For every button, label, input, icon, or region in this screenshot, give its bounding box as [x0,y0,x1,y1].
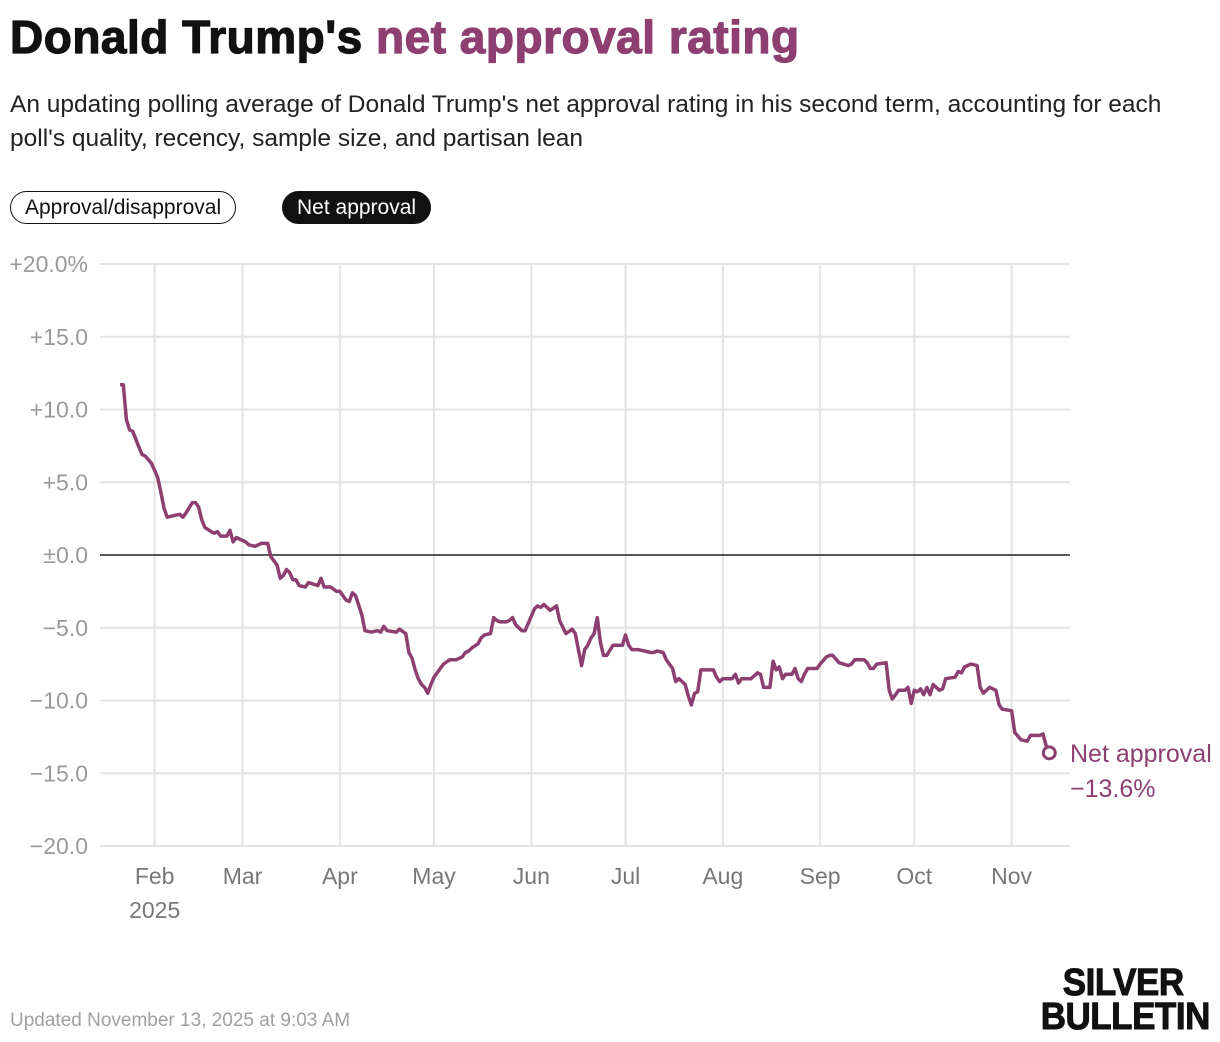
logo-line-2: BULLETIN [1040,996,1211,1038]
y-tick-label: −20.0 [30,833,88,859]
y-tick-label: −5.0 [43,615,88,641]
toggle-approval-disapproval[interactable]: Approval/disapproval [10,191,237,224]
y-tick-label: −10.0 [30,688,88,714]
y-tick-label: ±0.0 [43,542,88,568]
x-tick-label: Jun [513,863,550,889]
x-tick-label: Jul [611,863,640,889]
x-tick-label: Feb [135,863,175,889]
y-tick-label: +5.0 [43,469,88,495]
x-tick-label: Nov [991,863,1032,889]
x-axis: Feb 2025 Mar Apr May Jun Jul Aug Sep Oct Nov [129,863,1032,923]
title-highlight: net approval rating [375,10,800,63]
title-prefix: Donald Trump's [9,10,377,63]
series-end-value: −13.6% [1070,775,1156,803]
y-axis: +20.0% +15.0 +10.0 +5.0 ±0.0 −5.0 −10.0 −15.0 −2… [9,251,88,859]
x-tick-label: Mar [223,863,263,889]
logo-line-1: SILVER [1062,962,1184,1004]
subtitle: An updating polling average of Donald Tr… [10,91,1162,152]
x-tick-label: May [412,863,456,889]
x-tick-label: Oct [896,863,932,889]
y-tick-label: +10.0 [30,397,88,423]
x-tick-sublabel: 2025 [129,897,180,923]
x-tick-label: Aug [702,863,743,889]
toggle-net-approval[interactable]: Net approval [282,191,432,224]
x-tick-label: Apr [322,863,358,889]
silver-bulletin-logo: SILVER BULLETIN [1040,962,1211,1038]
y-tick-label: +15.0 [30,324,88,350]
y-tick-label: +20.0% [9,251,88,277]
net-approval-chart: +20.0% +15.0 +10.0 +5.0 ±0.0 −5.0 −10.0 −15.0 −2… [9,251,1212,923]
net-approval-line [120,383,1051,754]
latest-point-marker [1041,745,1057,761]
grid [100,263,1070,847]
updated-timestamp: Updated November 13, 2025 at 9:03 AM [10,1010,351,1031]
y-tick-label: −15.0 [30,760,88,786]
page-title: Donald Trump's net approval rating [9,10,800,64]
x-tick-label: Sep [800,863,841,889]
series-end-label: Net approval [1070,740,1212,768]
